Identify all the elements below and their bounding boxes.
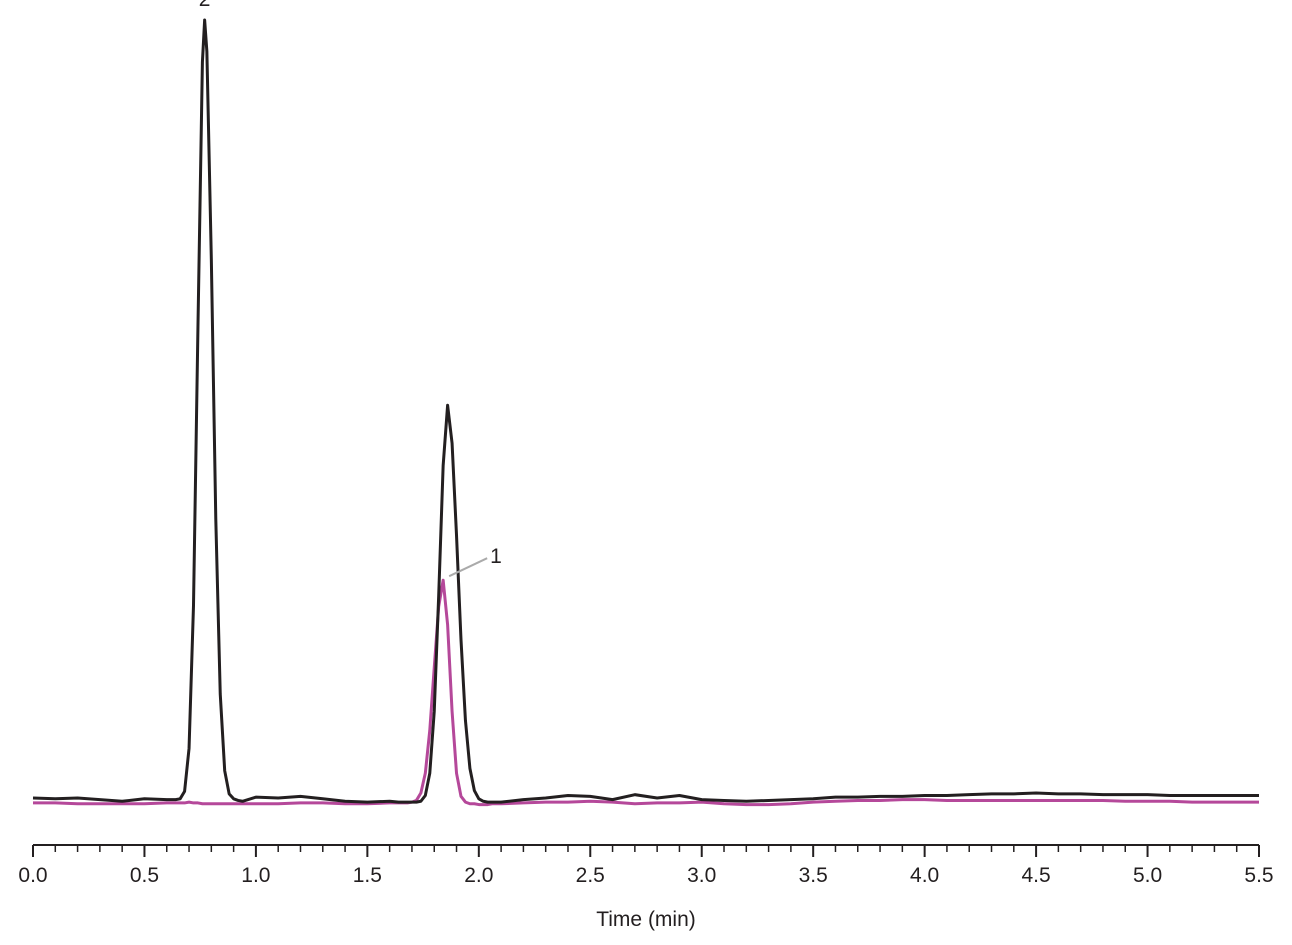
x-tick-label: 5.0: [1133, 864, 1162, 887]
x-tick-label: 4.5: [1021, 864, 1050, 887]
series-line: [32, 18, 1259, 804]
annotation: 2: [199, 0, 211, 11]
x-tick-label: 0.5: [130, 864, 159, 887]
x-tick-label: 2.5: [576, 864, 605, 887]
x-tick-label: 3.0: [687, 864, 716, 887]
x-tick-label: 1.5: [353, 864, 382, 887]
x-axis-label: Time (min): [596, 908, 696, 931]
annotation-leader: [448, 557, 488, 578]
annotation: 1: [490, 545, 502, 568]
x-tick-label: 2.0: [464, 864, 493, 887]
x-tick-label: 1.0: [241, 864, 270, 887]
x-tick-label: 3.5: [799, 864, 828, 887]
series-line: [33, 578, 1259, 807]
x-tick-label: 0.0: [18, 864, 47, 887]
x-tick-label: 4.0: [910, 864, 939, 887]
x-tick-label: 5.5: [1244, 864, 1273, 887]
